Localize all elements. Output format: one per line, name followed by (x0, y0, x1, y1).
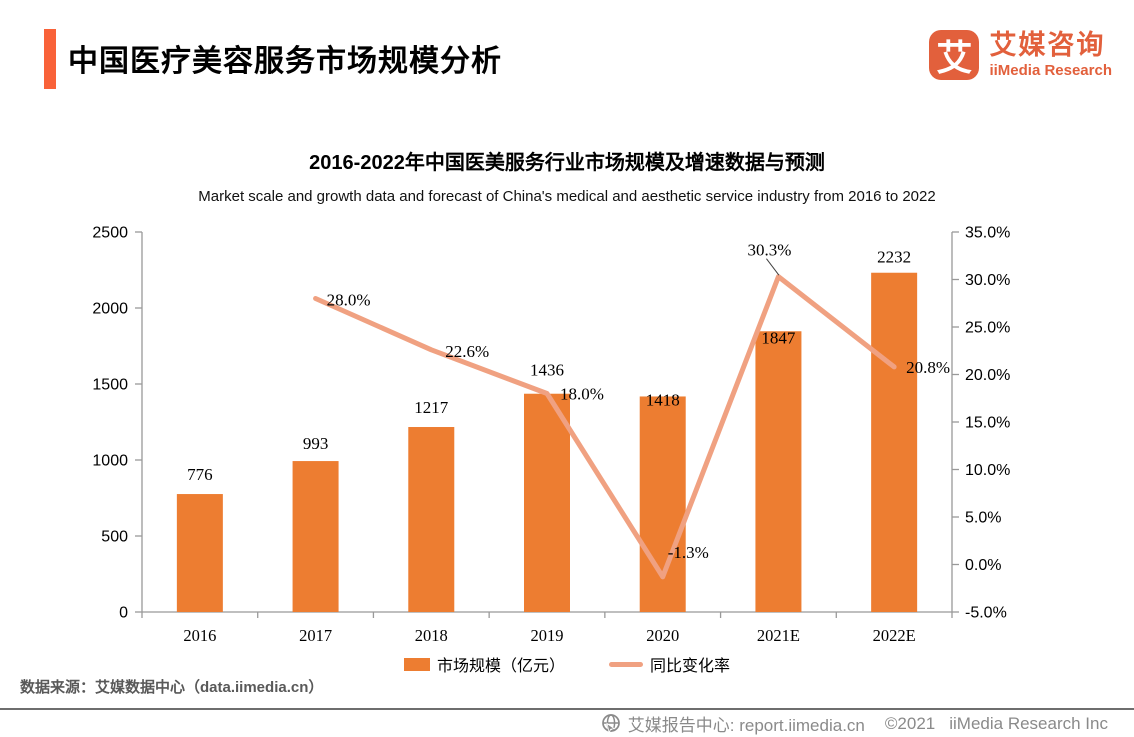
combo-chart: 0 500 1000 1500 2000 2500 -5.0% 0.0% 5.0% 10.0% 15… (92, 225, 1010, 646)
logo-name-cn: 艾媒咨询 (989, 30, 1106, 61)
x-axis-label: 2016 (183, 626, 216, 645)
bar-label-2019: 1436 (530, 361, 564, 380)
x-axis-label: 2022E (873, 626, 916, 645)
bar-2020 (639, 396, 686, 612)
bar-label-2021E: 1847 (761, 328, 796, 347)
data-source-note: 数据来源：艾媒数据中心（data.iimedia.cn） (20, 679, 324, 696)
left-axis-tick-label: 2000 (92, 301, 128, 318)
logo-name-en: iiMedia Research (989, 61, 1112, 79)
right-axis-tick-label: 0.0% (965, 557, 1001, 574)
line-label-2020: -1.3% (668, 543, 709, 562)
bar-2016 (176, 494, 223, 612)
line-label-2018: 22.6% (445, 342, 489, 361)
bar-label-2016: 776 (187, 465, 213, 484)
logo-glyph: 艾 (936, 37, 973, 78)
right-axis-tick-label: -5.0% (965, 605, 1007, 622)
line-label-2017: 28.0% (327, 291, 371, 310)
left-axis-tick-label: 0 (119, 605, 128, 622)
title-accent-bar (44, 29, 56, 89)
right-axis-tick-label: 10.0% (965, 462, 1010, 479)
x-axis-label: 2018 (415, 626, 448, 645)
bar-label-2018: 1217 (414, 398, 449, 417)
footer-report-center[interactable]: 艾媒报告中心: report.iimedia.cn (627, 716, 865, 735)
footer-bar: 艾媒报告中心: report.iimedia.cn ©2021 iiMedia … (0, 708, 1134, 737)
bar-label-2020: 1418 (646, 390, 680, 409)
right-axis-tick-label: 15.0% (965, 415, 1010, 432)
bar-2021E (755, 331, 802, 612)
right-axis-tick-label: 30.0% (965, 272, 1010, 289)
x-axis-label: 2020 (646, 626, 679, 645)
line-label-2022E: 20.8% (906, 358, 950, 377)
left-axis-tick-label: 500 (101, 529, 128, 546)
line-label-2021E: 30.3% (747, 241, 791, 260)
legend-label: 市场规模（亿元） (436, 658, 565, 675)
bar-2019 (524, 393, 570, 612)
legend-swatch-rect (403, 657, 430, 671)
legend-swatch-line (609, 661, 643, 667)
right-axis-tick-label: 35.0% (965, 225, 1010, 242)
right-axis-tick-label: 20.0% (965, 367, 1010, 384)
legend-label: 同比变化率 (650, 658, 731, 675)
chart-subtitle: Market scale and growth data and forecas… (198, 188, 936, 205)
x-axis-label: 2021E (757, 626, 800, 645)
legend-item-1[interactable]: 同比变化率 (609, 652, 730, 676)
bar-2022E (871, 272, 918, 612)
x-axis-label: 2017 (299, 626, 332, 645)
left-axis-tick-label: 2500 (92, 225, 128, 242)
footer-company: iiMedia Research Inc (949, 713, 1108, 733)
globe-cursor-icon (601, 713, 622, 734)
bar-2018 (408, 427, 455, 612)
line-label-2019: 18.0% (560, 385, 604, 404)
right-axis-tick-label: 5.0% (965, 510, 1001, 527)
page-title: 中国医疗美容服务市场规模分析 (68, 45, 502, 78)
bar-label-2017: 993 (303, 434, 329, 453)
growth-rate-line (313, 274, 897, 580)
label-leader-line (766, 258, 780, 276)
footer-copyright: ©2021 (884, 713, 936, 733)
right-axis-tick-label: 25.0% (965, 320, 1010, 337)
chart-title: 2016-2022年中国医美服务行业市场规模及增速数据与预测 (309, 152, 825, 174)
iimedia-logo-icon: 艾 (929, 30, 980, 80)
left-axis-tick-label: 1000 (92, 453, 128, 470)
x-axis-label: 2019 (531, 626, 564, 645)
bar-2017 (292, 461, 339, 612)
bar-label-2022E: 2232 (877, 248, 911, 267)
iimedia-logo: 艾 艾媒咨询 iiMedia Research (929, 30, 1112, 80)
logo-text: 艾媒咨询 iiMedia Research (989, 31, 1112, 78)
legend-item-0[interactable]: 市场规模（亿元） (403, 652, 565, 676)
left-axis-tick-label: 1500 (92, 377, 128, 394)
chart-legend: 市场规模（亿元） 同比变化率 (0, 652, 1134, 676)
